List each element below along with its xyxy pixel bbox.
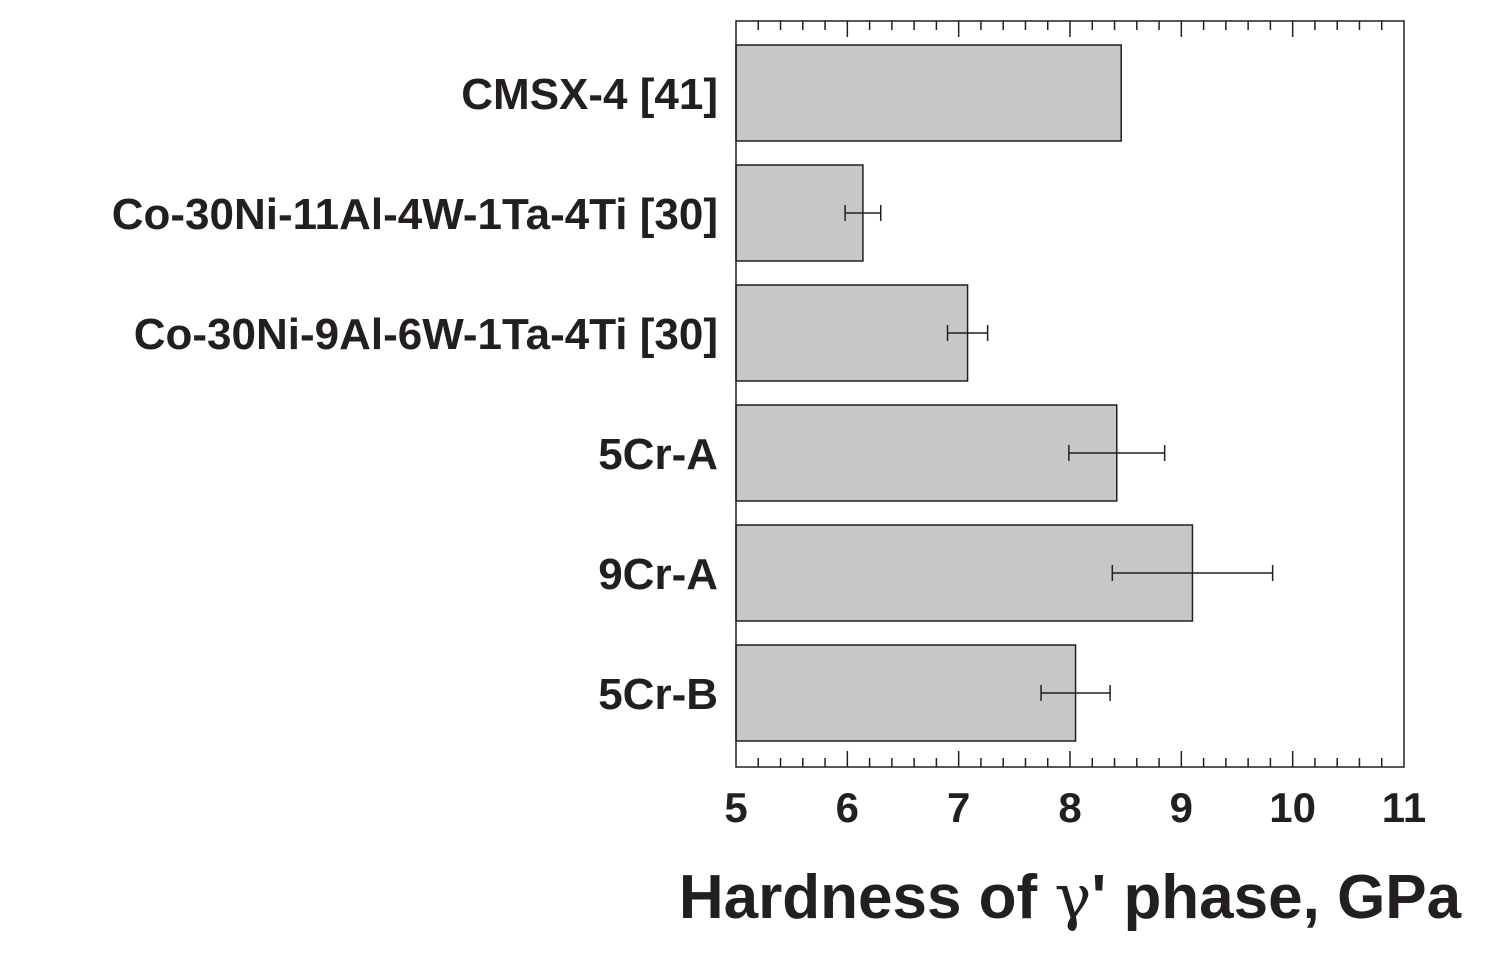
x-tick-labels: 5 6 7 8 9 10 11	[724, 784, 1426, 831]
x-tick-label: 8	[1058, 784, 1081, 831]
category-label: 5Cr-A	[598, 430, 718, 479]
category-label: 9Cr-A	[598, 550, 718, 599]
bar	[735, 644, 1077, 742]
category-label: Co-30Ni-9Al-6W-1Ta-4Ti [30]	[134, 310, 718, 359]
error-bar	[946, 325, 989, 341]
error-bar	[844, 205, 882, 221]
x-tick-label: 5	[724, 784, 747, 831]
error-bar	[1040, 685, 1111, 701]
x-tick-label: 9	[1170, 784, 1193, 831]
x-tick-label: 7	[947, 784, 970, 831]
category-label: Co-30Ni-11Al-4W-1Ta-4Ti [30]	[112, 190, 718, 239]
x-tick-label: 11	[1382, 784, 1426, 831]
bar	[735, 284, 969, 382]
error-bar	[1068, 445, 1166, 461]
bar	[735, 404, 1118, 502]
category-label: CMSX-4 [41]	[461, 70, 718, 119]
bar	[735, 164, 864, 262]
category-labels: CMSX-4 [41] Co-30Ni-11Al-4W-1Ta-4Ti [30] C…	[112, 70, 718, 719]
category-label: 5Cr-B	[598, 670, 718, 719]
x-axis-title: Hardness of γ' phase, GPa	[679, 860, 1462, 933]
error-bars-layer	[844, 205, 1274, 701]
x-tick-label: 6	[836, 784, 859, 831]
error-bar	[1111, 565, 1274, 581]
bar	[735, 44, 1122, 142]
x-axis-ticks	[757, 21, 1383, 767]
x-tick-label: 10	[1269, 784, 1316, 831]
bars-layer	[735, 44, 1194, 742]
